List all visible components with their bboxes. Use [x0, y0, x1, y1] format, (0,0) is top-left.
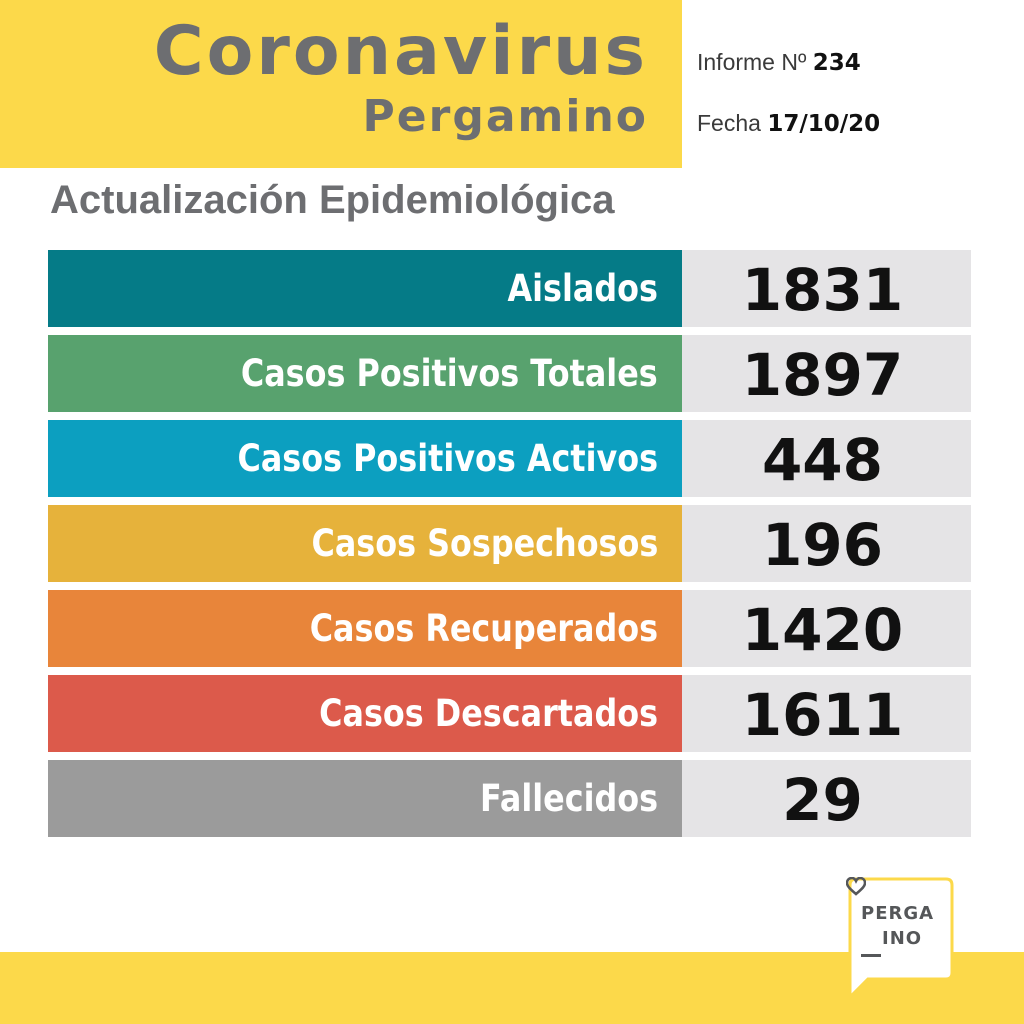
heart-icon [846, 877, 866, 896]
stat-value: 1897 [682, 335, 971, 412]
stat-value: 29 [682, 760, 971, 837]
header-banner: Coronavirus Pergamino [0, 0, 682, 168]
stat-row-fallecidos: Fallecidos 29 [48, 760, 971, 837]
stat-value: 196 [682, 505, 971, 582]
report-number-label: Informe Nº [697, 49, 807, 75]
page-subtitle: Pergamino [362, 91, 648, 142]
stat-label: Casos Descartados [48, 675, 682, 752]
logo-underline [861, 954, 881, 957]
stat-label: Casos Positivos Totales [48, 335, 682, 412]
stat-label: Casos Positivos Activos [48, 420, 682, 497]
stat-row-recuperados: Casos Recuperados 1420 [48, 590, 971, 667]
stat-value: 448 [682, 420, 971, 497]
stat-value: 1611 [682, 675, 971, 752]
speech-bubble-icon [848, 877, 954, 999]
pergamino-logo: PERGA INO [846, 877, 958, 999]
stat-label: Casos Recuperados [48, 590, 682, 667]
page-title: Coronavirus [153, 12, 648, 91]
report-date-value: 17/10/20 [767, 111, 881, 137]
stat-value: 1831 [682, 250, 971, 327]
stat-value: 1420 [682, 590, 971, 667]
stat-label: Casos Sospechosos [48, 505, 682, 582]
report-date-label: Fecha [697, 110, 761, 136]
stat-row-descartados: Casos Descartados 1611 [48, 675, 971, 752]
stat-label: Fallecidos [48, 760, 682, 837]
logo-text-line2: INO [882, 928, 923, 949]
report-number-value: 234 [812, 50, 861, 76]
logo-text-line1: PERGA [861, 903, 935, 924]
stat-label: Aislados [48, 250, 682, 327]
report-date: Fecha 17/10/20 [697, 110, 880, 137]
report-number: Informe Nº 234 [697, 49, 861, 76]
stat-row-sospechosos: Casos Sospechosos 196 [48, 505, 971, 582]
stat-row-aislados: Aislados 1831 [48, 250, 971, 327]
section-title: Actualización Epidemiológica [50, 178, 615, 222]
stat-row-positivos-totales: Casos Positivos Totales 1897 [48, 335, 971, 412]
stat-row-positivos-activos: Casos Positivos Activos 448 [48, 420, 971, 497]
